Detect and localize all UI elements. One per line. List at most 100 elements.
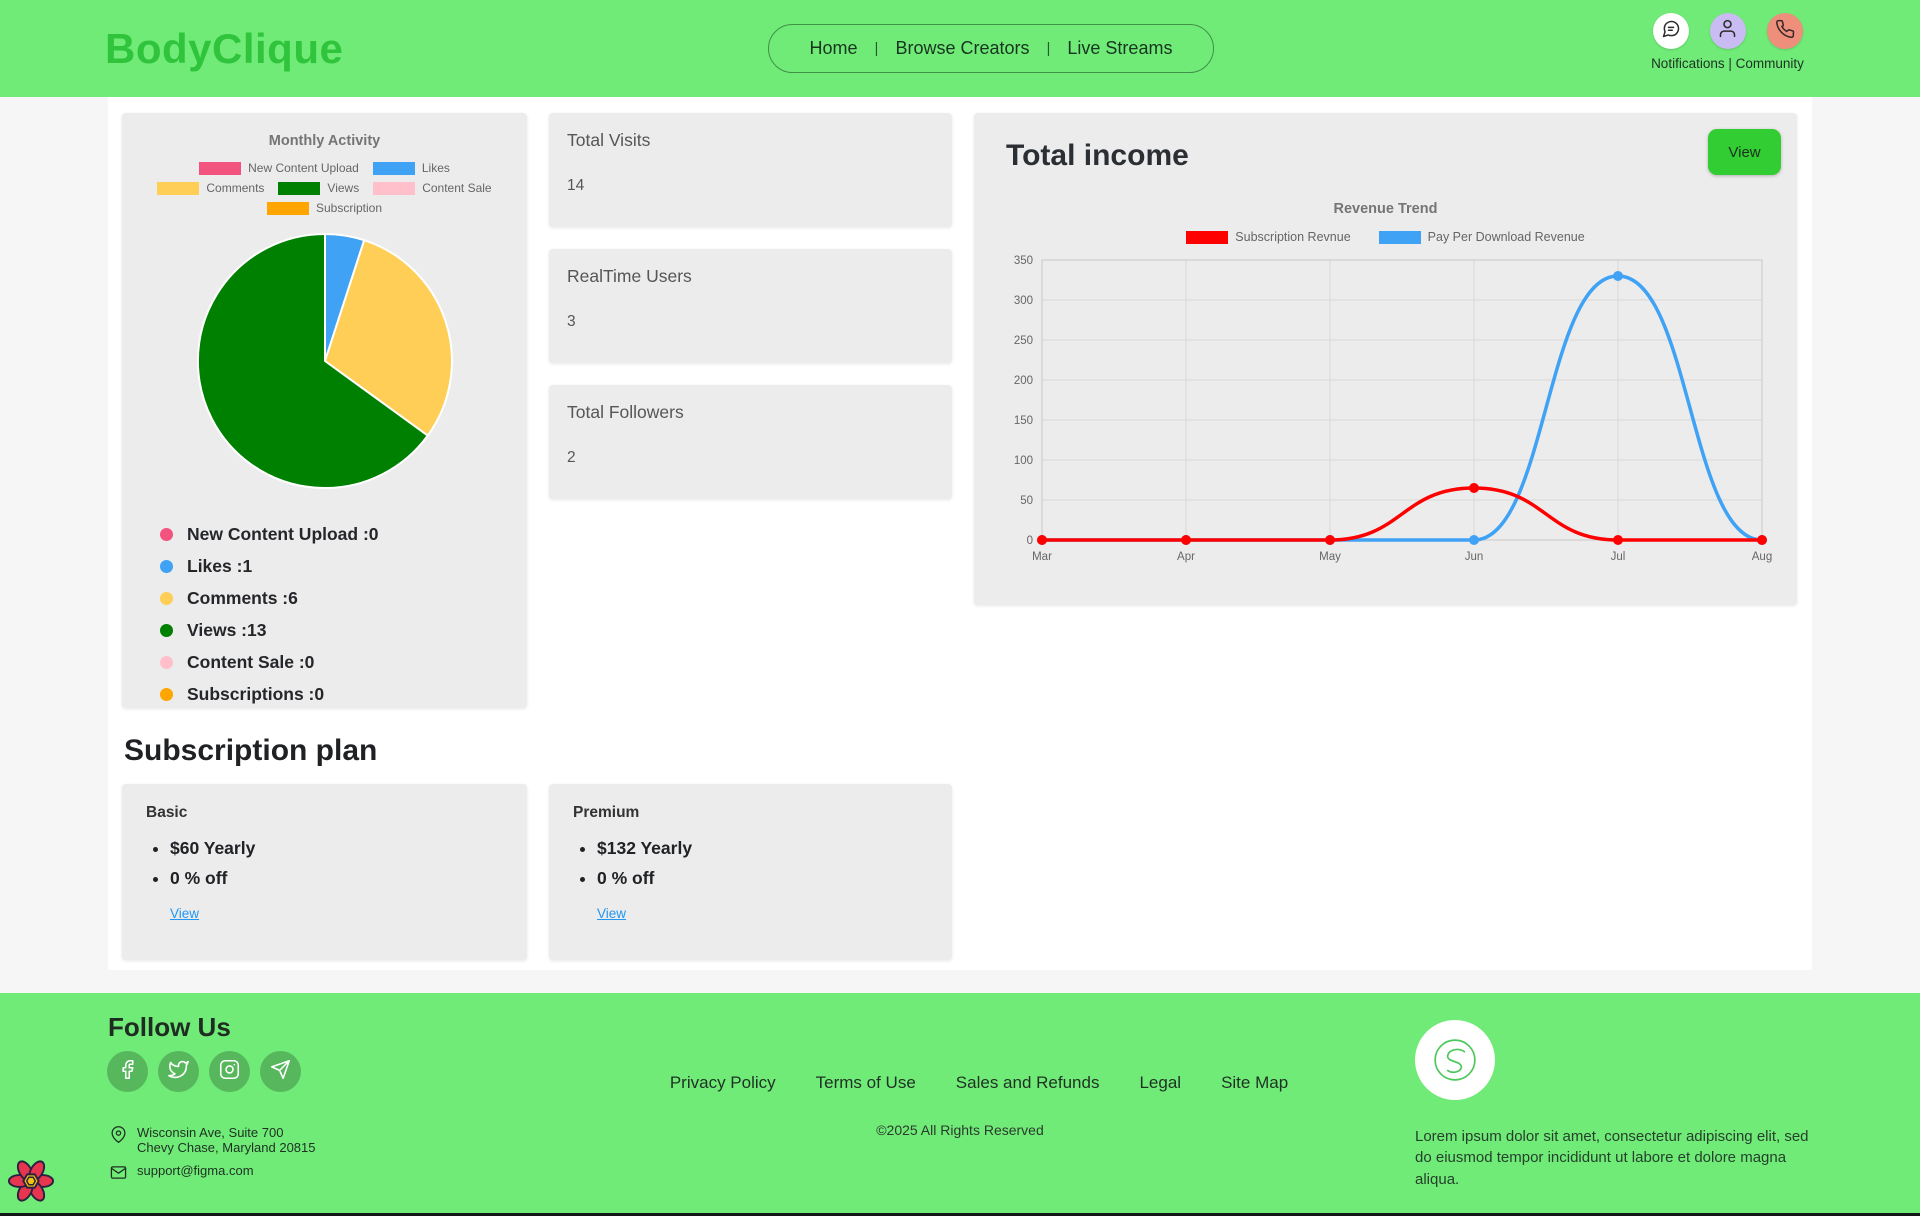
app-logo[interactable]: BodyClique: [105, 24, 344, 72]
facebook-button[interactable]: [107, 1051, 148, 1092]
stat-color-dot: [160, 655, 173, 669]
social-icons: [107, 1051, 301, 1092]
svg-text:300: 300: [1013, 295, 1032, 307]
total-followers-value: 2: [567, 449, 576, 466]
contact-block: Wisconsin Ave, Suite 700 Chevy Chase, Ma…: [110, 1125, 316, 1192]
stat-text: Content Sale :0: [187, 651, 315, 672]
footer: Follow Us: [0, 993, 1920, 1216]
nav-item-live-streams[interactable]: Live Streams: [1067, 38, 1173, 58]
total-followers-card: Total Followers 2: [549, 385, 952, 499]
notifications-button[interactable]: [1652, 13, 1689, 49]
stat-color-dot: [160, 527, 173, 541]
legend-swatch: [373, 181, 416, 195]
follow-us-heading: Follow Us: [108, 1012, 231, 1042]
support-email[interactable]: support@figma.com: [137, 1163, 254, 1178]
legend-label: Likes: [421, 161, 450, 175]
legend-swatch: [266, 201, 309, 215]
total-income-title: Total income: [1006, 139, 1189, 172]
community-button[interactable]: [1766, 13, 1803, 49]
telegram-icon: [270, 1059, 291, 1085]
premium-plan-name: Premium: [573, 804, 640, 821]
monthly-activity-title: Monthly Activity: [268, 133, 381, 149]
legend-item[interactable]: Subscription: [266, 201, 383, 215]
legend-item[interactable]: Pay Per Download Revenue: [1378, 230, 1585, 244]
community-label: Community: [1735, 56, 1804, 71]
svg-text:200: 200: [1013, 375, 1032, 387]
legend-item[interactable]: Subscription Revnue: [1186, 230, 1351, 244]
total-visits-card: Total Visits 14: [549, 113, 952, 227]
activity-stat-row: Subscriptions :0: [160, 678, 511, 710]
svg-text:Aug: Aug: [1751, 551, 1771, 563]
stat-text: New Content Upload :0: [187, 523, 379, 544]
legend-swatch: [199, 161, 242, 175]
legend-swatch: [278, 181, 321, 195]
svg-text:Mar: Mar: [1032, 551, 1052, 563]
instagram-icon: [219, 1059, 240, 1085]
legend-label: Content Sale: [422, 181, 492, 195]
stat-text: Likes :1: [187, 555, 253, 576]
basic-plan-name: Basic: [146, 804, 188, 821]
income-view-button[interactable]: View: [1708, 129, 1781, 175]
legend-label: Pay Per Download Revenue: [1427, 230, 1585, 244]
basic-plan-price: $60 Yearly: [170, 838, 509, 859]
stat-text: Views :13: [187, 619, 267, 640]
footer-about-text: Lorem ipsum dolor sit amet, consectetur …: [1415, 1128, 1809, 1188]
subscription-plan-heading: Subscription plan: [124, 734, 378, 767]
basic-plan-view-link[interactable]: View: [170, 906, 200, 921]
premium-plan-price: $132 Yearly: [597, 838, 934, 859]
flower-logo: [7, 1157, 55, 1210]
footer-brand: [1415, 1020, 1495, 1100]
svg-text:May: May: [1319, 551, 1341, 563]
revenue-trend-chart: 0 50 100 150 200 250 300 350 Mar Apr May Jun Jul Aug: [1013, 255, 1771, 563]
footer-link-privacy-policy[interactable]: Privacy Policy: [669, 1073, 776, 1092]
basic-plan-discount: 0 % off: [170, 868, 509, 889]
realtime-users-value: 3: [567, 313, 576, 330]
pie-legend: New Content Upload Likes Comments Views Cont…: [149, 161, 501, 215]
footer-link-terms-of-use[interactable]: Terms of Use: [815, 1073, 916, 1092]
legend-item[interactable]: Content Sale: [373, 181, 492, 195]
stat-text: Comments :6: [187, 587, 298, 608]
svg-text:100: 100: [1013, 455, 1032, 467]
profile-button[interactable]: [1709, 13, 1746, 49]
revenue-trend-title: Revenue Trend: [1333, 201, 1438, 217]
twitter-button[interactable]: [158, 1051, 199, 1092]
phone-icon: [1775, 19, 1795, 44]
premium-plan-features: $132 Yearly 0 % off: [567, 838, 934, 889]
account-labels: Notifications | Community: [1635, 56, 1820, 71]
nav-separator: |: [1046, 40, 1051, 57]
line-legend: Subscription Revnue Pay Per Download Reve…: [994, 230, 1777, 244]
svg-text:250: 250: [1013, 335, 1032, 347]
svg-text:Jul: Jul: [1610, 551, 1625, 563]
premium-plan-view-link[interactable]: View: [597, 906, 627, 921]
stat-color-dot: [160, 687, 173, 701]
copyright-text: ©2025 All Rights Reserved: [876, 1122, 1044, 1138]
twitter-icon: [168, 1059, 189, 1085]
legend-item[interactable]: New Content Upload: [199, 161, 359, 175]
nav-item-home[interactable]: Home: [809, 38, 858, 58]
telegram-button[interactable]: [260, 1051, 301, 1092]
address-line2: Chevy Chase, Maryland 20815: [137, 1140, 316, 1155]
legend-swatch: [1378, 230, 1421, 244]
notifications-label: Notifications: [1651, 56, 1725, 71]
legend-item[interactable]: Views: [278, 181, 359, 195]
legend-label: New Content Upload: [248, 161, 359, 175]
monthly-activity-pie-chart: [196, 233, 453, 489]
user-icon: [1717, 18, 1738, 44]
footer-link-site-map[interactable]: Site Map: [1221, 1073, 1289, 1092]
nav-item-browse-creators[interactable]: Browse Creators: [895, 38, 1030, 58]
footer-links: Privacy Policy Terms of Use Sales and Re…: [594, 1073, 1364, 1093]
total-income-card: Total income View Revenue Trend Subscrip…: [974, 113, 1797, 605]
instagram-button[interactable]: [209, 1051, 250, 1092]
main-content: Monthly Activity New Content Upload Likes…: [108, 97, 1812, 970]
summary-column: Total Visits 14 RealTime Users 3 Total F…: [549, 113, 952, 499]
facebook-icon: [117, 1059, 138, 1085]
legend-label: Subscription: [315, 201, 383, 215]
legend-item[interactable]: Comments: [157, 181, 264, 195]
legend-label: Views: [327, 181, 360, 195]
svg-text:Apr: Apr: [1177, 551, 1195, 563]
legend-item[interactable]: Likes: [372, 161, 450, 175]
legend-swatch: [372, 161, 415, 175]
footer-link-legal[interactable]: Legal: [1139, 1073, 1182, 1092]
nav-separator: |: [874, 40, 879, 57]
footer-link-sales-and-refunds[interactable]: Sales and Refunds: [955, 1073, 1100, 1092]
